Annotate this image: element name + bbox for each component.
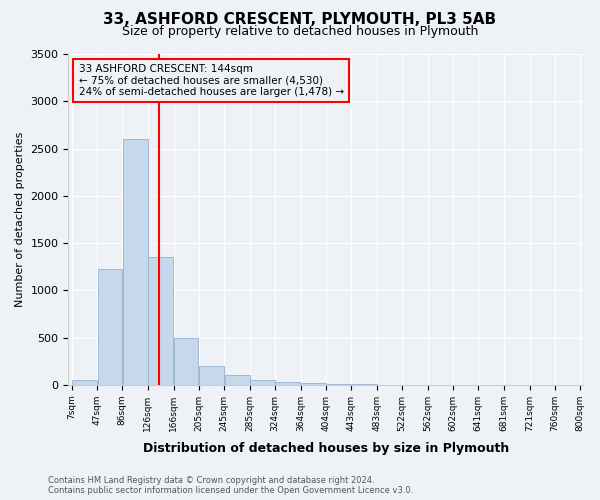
Bar bbox=[72, 380, 97, 385]
Bar bbox=[122, 139, 148, 385]
Y-axis label: Number of detached properties: Number of detached properties bbox=[15, 132, 25, 307]
Bar bbox=[326, 384, 351, 385]
Bar bbox=[98, 268, 122, 385]
Bar bbox=[301, 384, 326, 385]
Text: Size of property relative to detached houses in Plymouth: Size of property relative to detached ho… bbox=[122, 25, 478, 38]
Text: 33 ASHFORD CRESCENT: 144sqm
← 75% of detached houses are smaller (4,530)
24% of : 33 ASHFORD CRESCENT: 144sqm ← 75% of det… bbox=[79, 64, 344, 97]
Bar bbox=[174, 338, 198, 385]
Bar bbox=[224, 376, 250, 385]
Bar bbox=[275, 382, 300, 385]
Text: Contains HM Land Registry data © Crown copyright and database right 2024.
Contai: Contains HM Land Registry data © Crown c… bbox=[48, 476, 413, 495]
Bar bbox=[250, 380, 275, 385]
Text: 33, ASHFORD CRESCENT, PLYMOUTH, PL3 5AB: 33, ASHFORD CRESCENT, PLYMOUTH, PL3 5AB bbox=[103, 12, 497, 28]
X-axis label: Distribution of detached houses by size in Plymouth: Distribution of detached houses by size … bbox=[143, 442, 509, 455]
Bar bbox=[199, 366, 224, 385]
Bar bbox=[148, 257, 173, 385]
